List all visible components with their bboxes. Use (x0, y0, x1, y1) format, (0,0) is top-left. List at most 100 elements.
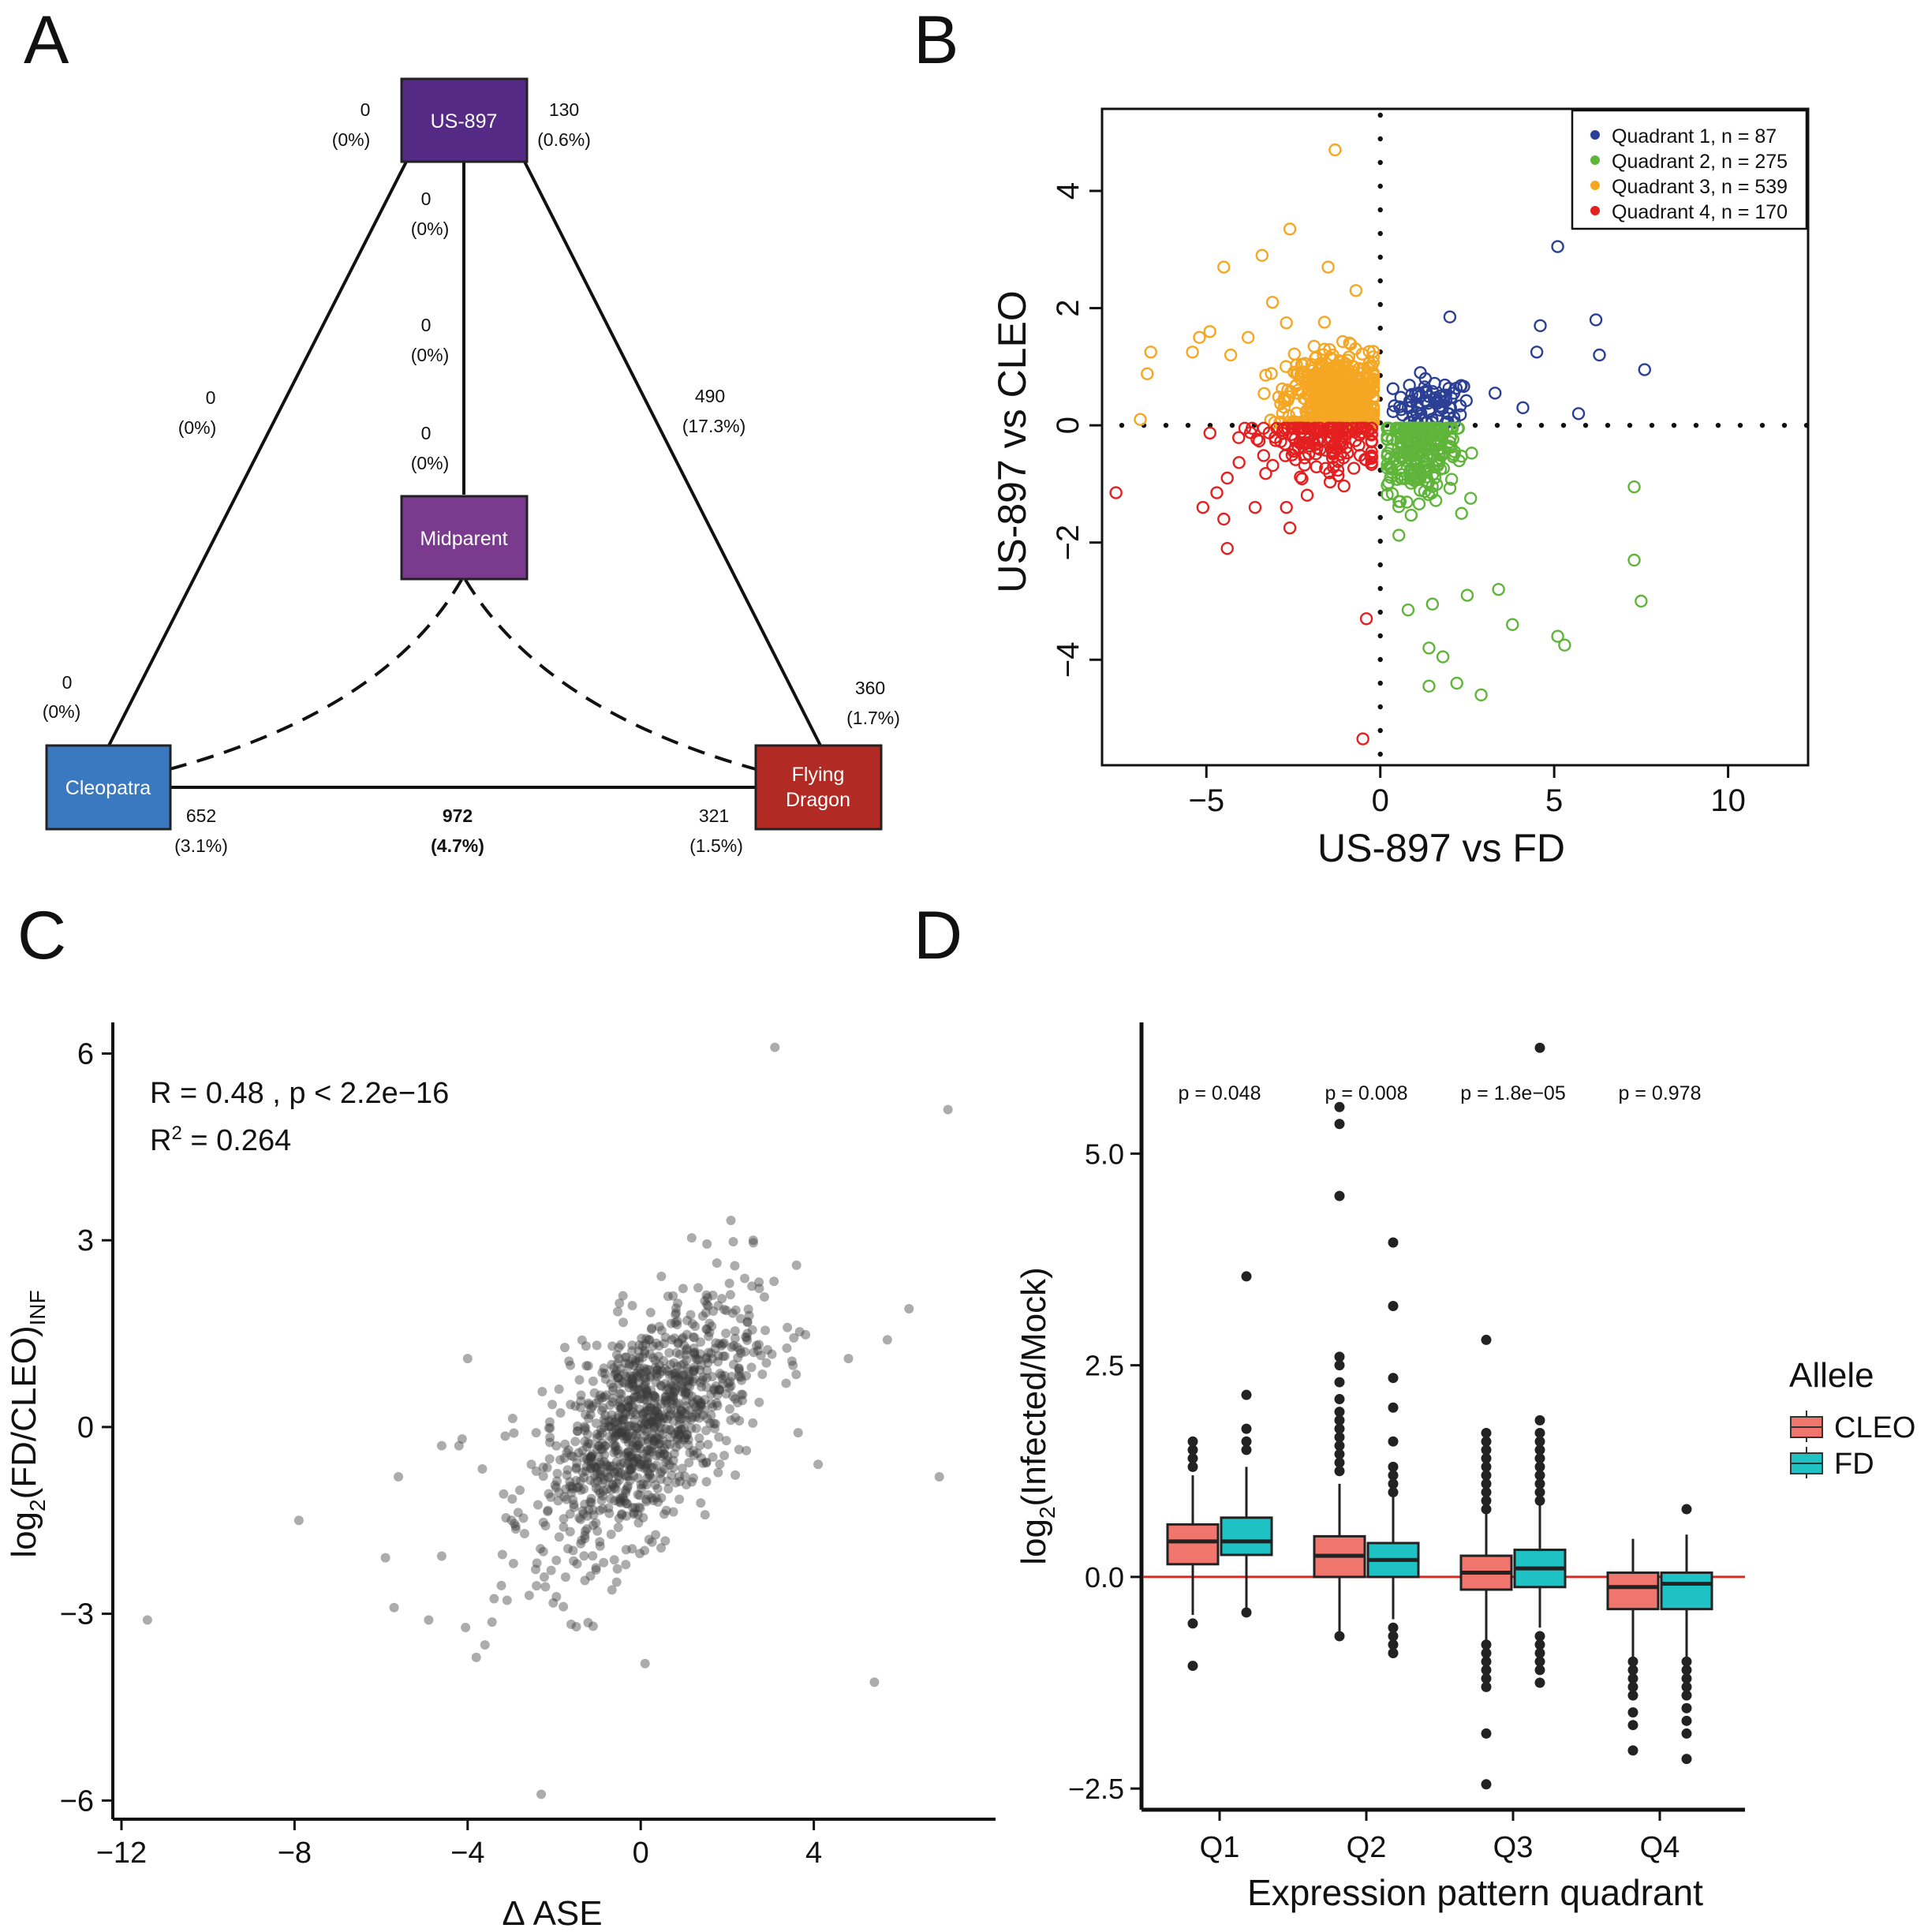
data-point (607, 1585, 617, 1595)
data-point (689, 1362, 700, 1373)
p-value-label: p = 0.048 (1179, 1082, 1261, 1104)
data-point (719, 1338, 729, 1348)
data-point (634, 1340, 645, 1351)
x-tick-label: −5 (1188, 783, 1224, 818)
data-point (694, 1433, 704, 1443)
data-point (678, 1370, 689, 1380)
outlier-point (1681, 1656, 1692, 1667)
data-point (613, 1418, 623, 1429)
data-point (614, 1513, 624, 1523)
outlier-point (1334, 1432, 1345, 1443)
data-point (648, 1353, 658, 1363)
data-point (623, 1401, 633, 1411)
data-point (461, 1623, 471, 1633)
data-point (588, 1401, 598, 1411)
data-point (708, 1371, 718, 1381)
data-point (585, 1454, 596, 1464)
count-n: 0 (361, 99, 371, 120)
outlier-point (1388, 1461, 1399, 1472)
data-point (1287, 347, 1301, 361)
data-point (546, 1492, 556, 1502)
correlation-annotation: R = 0.48 , p < 2.2e−16 (150, 1077, 449, 1110)
data-point (688, 1473, 698, 1483)
data-point (551, 1482, 562, 1493)
data-point (576, 1538, 586, 1549)
data-point (686, 1423, 697, 1433)
zero-line-dot (1377, 325, 1383, 331)
data-point (621, 1487, 631, 1497)
legend-label: Quadrant 1, n = 87 (1612, 125, 1777, 148)
data-point (761, 1358, 772, 1368)
data-point (596, 1495, 607, 1505)
data-point (703, 1301, 713, 1311)
data-point (637, 1418, 647, 1429)
outlier-point (1681, 1690, 1692, 1701)
data-point (554, 1488, 564, 1498)
data-point (637, 1333, 647, 1343)
data-point (611, 1425, 622, 1435)
data-point (732, 1342, 742, 1352)
data-point (674, 1414, 685, 1425)
outlier-point (1681, 1504, 1692, 1515)
data-point (621, 1358, 631, 1369)
data-point (667, 1335, 677, 1345)
data-point (703, 1440, 713, 1450)
data-point (632, 1384, 642, 1394)
y-tick-label: 3 (77, 1224, 94, 1257)
data-point (622, 1481, 633, 1491)
data-point (580, 1575, 590, 1586)
data-point (754, 1397, 764, 1407)
data-point (743, 1304, 753, 1314)
data-point (664, 1370, 674, 1381)
data-point (563, 1445, 574, 1456)
data-point (615, 1388, 625, 1399)
zero-line-dot (1377, 585, 1383, 592)
outlier-point (1481, 1487, 1492, 1498)
data-point (622, 1511, 632, 1521)
data-point (1404, 400, 1418, 414)
outlier-point (1627, 1707, 1638, 1718)
data-point (592, 1444, 603, 1454)
outlier-point (1334, 1448, 1345, 1459)
legend-box (1571, 109, 1808, 230)
outlier-point (1388, 1622, 1399, 1633)
data-point (641, 1386, 652, 1396)
data-point (696, 1377, 706, 1388)
legend-marker (1590, 206, 1600, 215)
data-point (1224, 348, 1238, 362)
data-point (594, 1395, 604, 1405)
p-value-label: p = 1.8e−05 (1460, 1082, 1565, 1104)
data-point (671, 1303, 681, 1314)
data-point (693, 1404, 704, 1414)
data-point (671, 1347, 682, 1358)
data-point (1241, 331, 1255, 344)
data-point (644, 1405, 654, 1415)
data-point (713, 1351, 723, 1361)
data-point (617, 1426, 627, 1437)
data-point (682, 1429, 692, 1440)
data-point (734, 1363, 744, 1373)
outlier-point (1481, 1461, 1492, 1472)
data-point (1442, 382, 1455, 395)
data-point (646, 1444, 656, 1454)
zero-line-dot (1538, 422, 1545, 428)
data-point (627, 1374, 637, 1385)
data-point (1193, 331, 1206, 344)
data-point (545, 1423, 555, 1433)
data-point (142, 1615, 152, 1625)
count-p: (0%) (178, 417, 217, 438)
data-point (674, 1476, 685, 1486)
data-point (613, 1306, 623, 1317)
data-point (656, 1381, 666, 1391)
data-point (1362, 345, 1376, 358)
panel-letter-c: C (17, 898, 66, 973)
data-point (748, 1418, 758, 1428)
data-point (577, 1467, 588, 1478)
outlier-point (1481, 1728, 1492, 1739)
data-point (650, 1355, 660, 1366)
data-point (544, 1454, 555, 1464)
data-point (1429, 454, 1444, 468)
data-point (1412, 497, 1426, 511)
data-point (645, 1446, 655, 1456)
data-point (633, 1356, 644, 1366)
